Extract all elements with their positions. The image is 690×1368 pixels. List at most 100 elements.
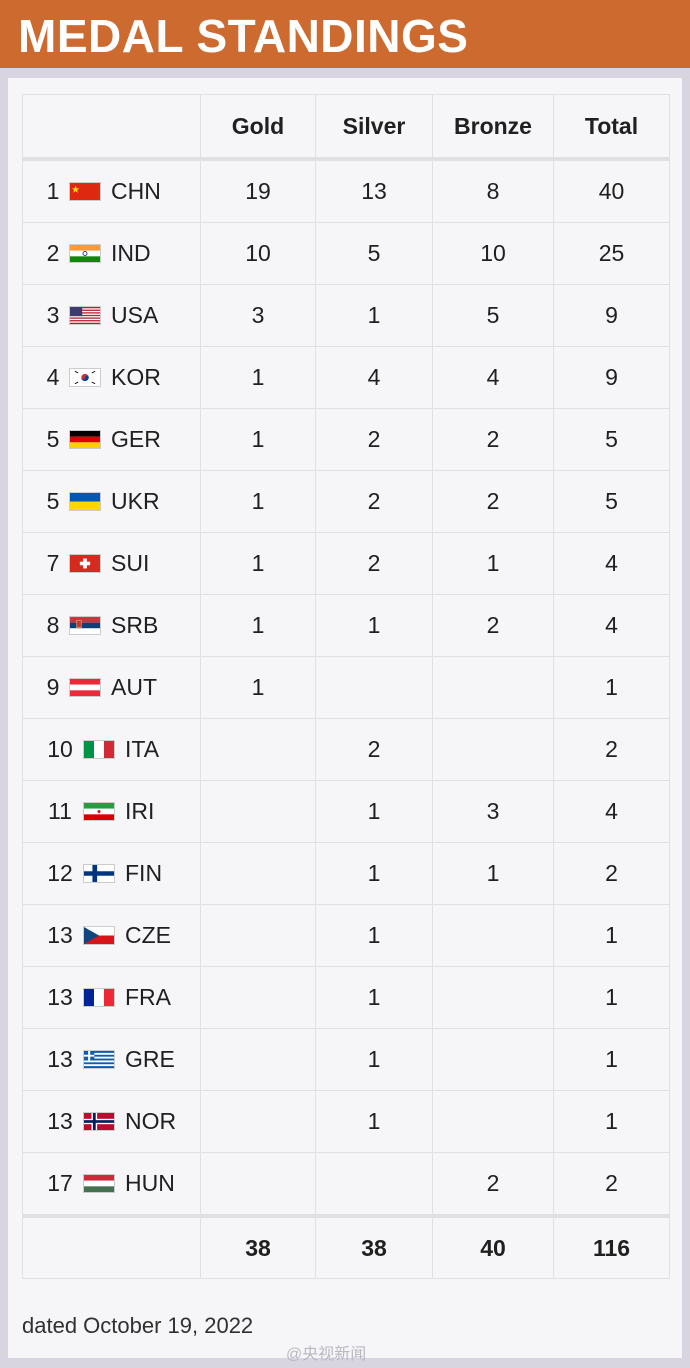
bronze-count: 3 <box>432 780 554 843</box>
gold-count: 1 <box>200 408 316 471</box>
flag-hungary-icon <box>83 1174 115 1193</box>
rank: 5 <box>46 488 60 514</box>
header-bronze[interactable]: Bronze <box>432 94 554 160</box>
nation-code[interactable]: CZE <box>125 922 171 948</box>
bronze-count <box>432 718 554 781</box>
bronze-count: 2 <box>432 594 554 657</box>
total-count: 5 <box>553 470 670 533</box>
rank: 13 <box>47 1108 73 1134</box>
silver-count: 1 <box>315 594 433 657</box>
nation-code[interactable]: FIN <box>125 860 163 886</box>
flag-china-icon <box>69 182 101 201</box>
rank: 8 <box>46 612 60 638</box>
bronze-count: 1 <box>432 842 554 905</box>
nation-cell: 13 CZE <box>22 904 201 967</box>
nation-cell: 7 SUI <box>22 532 201 595</box>
nation-code[interactable]: HUN <box>125 1170 175 1196</box>
nation-code[interactable]: KOR <box>111 364 161 390</box>
nation-code[interactable]: SRB <box>111 612 159 638</box>
nation-code[interactable]: NOR <box>125 1108 177 1134</box>
nation-code[interactable]: FRA <box>125 984 171 1010</box>
table-row: 2 IND 10 5 10 25 <box>22 222 670 285</box>
bronze-count: 8 <box>432 158 554 223</box>
nation-code[interactable]: AUT <box>111 674 157 700</box>
nation-code[interactable]: UKR <box>111 488 160 514</box>
header-total[interactable]: Total <box>553 94 670 160</box>
header-gold[interactable]: Gold <box>200 94 316 160</box>
bronze-count <box>432 656 554 719</box>
bronze-count: 2 <box>432 470 554 533</box>
gold-count: 19 <box>200 158 316 223</box>
flag-finland-icon <box>83 864 115 883</box>
header-banner: MEDAL STANDINGS <box>0 0 690 68</box>
silver-count: 1 <box>315 780 433 843</box>
bronze-count <box>432 1090 554 1153</box>
nation-code[interactable]: USA <box>111 302 159 328</box>
nation-cell: 1 CHN <box>22 158 201 223</box>
rank: 13 <box>47 922 73 948</box>
silver-count: 1 <box>315 904 433 967</box>
gold-count <box>200 842 316 905</box>
silver-count <box>315 656 433 719</box>
total-count: 4 <box>553 594 670 657</box>
nation-cell: 5 GER <box>22 408 201 471</box>
rank: 4 <box>46 364 60 390</box>
flag-india-icon <box>69 244 101 263</box>
flag-korea-icon <box>69 368 101 387</box>
table-row: 1 CHN 19 13 8 40 <box>22 158 670 223</box>
gold-count <box>200 904 316 967</box>
rank: 1 <box>46 178 60 204</box>
nation-code[interactable]: IRI <box>125 798 155 824</box>
rank: 3 <box>46 302 60 328</box>
flag-ukraine-icon <box>69 492 101 511</box>
gold-count: 1 <box>200 532 316 595</box>
nation-cell: 5 UKR <box>22 470 201 533</box>
total-count: 4 <box>553 532 670 595</box>
nation-code[interactable]: GER <box>111 426 161 452</box>
bronze-count: 2 <box>432 1152 554 1217</box>
header-silver[interactable]: Silver <box>315 94 433 160</box>
flag-iran-icon <box>83 802 115 821</box>
total-count: 2 <box>553 1152 670 1217</box>
header-nation-cell <box>22 94 201 160</box>
bronze-count: 4 <box>432 346 554 409</box>
source-watermark: @央视新闻 <box>286 1346 367 1363</box>
nation-code[interactable]: IND <box>111 240 151 266</box>
nation-cell: 4 KOR <box>22 346 201 409</box>
nation-code[interactable]: ITA <box>125 736 160 762</box>
bronze-count: 10 <box>432 222 554 285</box>
total-count: 1 <box>553 656 670 719</box>
flag-switzerland-icon <box>69 554 101 573</box>
total-count: 40 <box>553 158 670 223</box>
gold-count: 3 <box>200 284 316 347</box>
table-row: 3 USA 3 1 5 9 <box>22 284 670 347</box>
flag-serbia-icon <box>69 616 101 635</box>
nation-code[interactable]: SUI <box>111 550 150 576</box>
rank: 13 <box>47 1046 73 1072</box>
table-body: 1 CHN 19 13 8 40 2 IND 10 5 10 25 3 USA 3 1 5 9 4 KOR 1 4 4 9 5 G… <box>22 158 670 1217</box>
nation-cell: 10 ITA <box>22 718 201 781</box>
bronze-count: 1 <box>432 532 554 595</box>
silver-count <box>315 1152 433 1217</box>
nation-cell: 13 NOR <box>22 1090 201 1153</box>
total-count: 1 <box>553 904 670 967</box>
totals-row: 38 38 40 116 <box>22 1215 670 1279</box>
silver-count: 4 <box>315 346 433 409</box>
nation-cell: 11 IRI <box>22 780 201 843</box>
silver-count: 1 <box>315 1090 433 1153</box>
total-count: 9 <box>553 346 670 409</box>
total-silver: 38 <box>315 1215 433 1279</box>
gold-count: 1 <box>200 594 316 657</box>
table-header-row: Gold Silver Bronze Total <box>22 94 670 160</box>
silver-count: 2 <box>315 718 433 781</box>
nation-cell: 13 FRA <box>22 966 201 1029</box>
table-row: 9 AUT 1 1 <box>22 656 670 719</box>
nation-cell: 3 USA <box>22 284 201 347</box>
table-row: 12 FIN 1 1 2 <box>22 842 670 905</box>
gold-count <box>200 966 316 1029</box>
nation-code[interactable]: GRE <box>125 1046 175 1072</box>
gold-count: 1 <box>200 470 316 533</box>
nation-code[interactable]: CHN <box>111 178 161 204</box>
silver-count: 2 <box>315 532 433 595</box>
rank: 10 <box>47 736 73 762</box>
